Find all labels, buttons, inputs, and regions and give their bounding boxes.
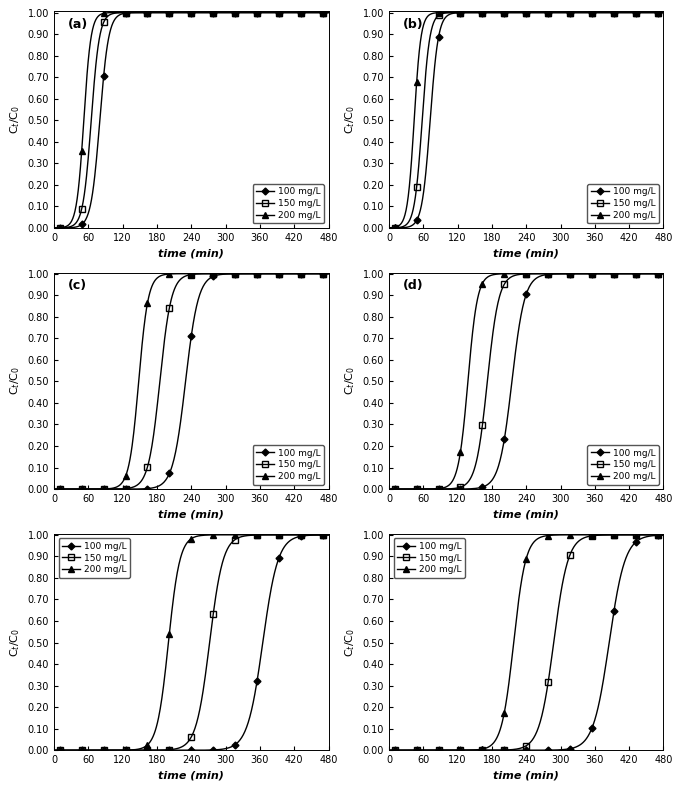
Legend: 100 mg/L, 150 mg/L, 200 mg/L: 100 mg/L, 150 mg/L, 200 mg/L xyxy=(588,445,659,484)
Y-axis label: C$_t$/C$_0$: C$_t$/C$_0$ xyxy=(8,366,22,395)
X-axis label: time (min): time (min) xyxy=(159,771,224,780)
Y-axis label: C$_t$/C$_0$: C$_t$/C$_0$ xyxy=(8,627,22,656)
Legend: 100 mg/L, 150 mg/L, 200 mg/L: 100 mg/L, 150 mg/L, 200 mg/L xyxy=(394,538,465,578)
X-axis label: time (min): time (min) xyxy=(159,249,224,258)
Text: (a): (a) xyxy=(68,18,88,31)
X-axis label: time (min): time (min) xyxy=(159,510,224,519)
Legend: 100 mg/L, 150 mg/L, 200 mg/L: 100 mg/L, 150 mg/L, 200 mg/L xyxy=(253,184,324,223)
Legend: 100 mg/L, 150 mg/L, 200 mg/L: 100 mg/L, 150 mg/L, 200 mg/L xyxy=(253,445,324,484)
Text: (d): (d) xyxy=(402,279,424,292)
X-axis label: time (min): time (min) xyxy=(493,510,559,519)
Y-axis label: C$_t$/C$_0$: C$_t$/C$_0$ xyxy=(343,366,357,395)
Text: (b): (b) xyxy=(402,18,424,31)
Text: (f): (f) xyxy=(402,540,420,553)
X-axis label: time (min): time (min) xyxy=(493,771,559,780)
Text: (e): (e) xyxy=(68,540,88,553)
Legend: 100 mg/L, 150 mg/L, 200 mg/L: 100 mg/L, 150 mg/L, 200 mg/L xyxy=(59,538,130,578)
Y-axis label: C$_t$/C$_0$: C$_t$/C$_0$ xyxy=(343,105,357,134)
X-axis label: time (min): time (min) xyxy=(493,249,559,258)
Y-axis label: C$_t$/C$_0$: C$_t$/C$_0$ xyxy=(8,105,22,134)
Legend: 100 mg/L, 150 mg/L, 200 mg/L: 100 mg/L, 150 mg/L, 200 mg/L xyxy=(588,184,659,223)
Text: (c): (c) xyxy=(68,279,87,292)
Y-axis label: C$_t$/C$_0$: C$_t$/C$_0$ xyxy=(343,627,357,656)
